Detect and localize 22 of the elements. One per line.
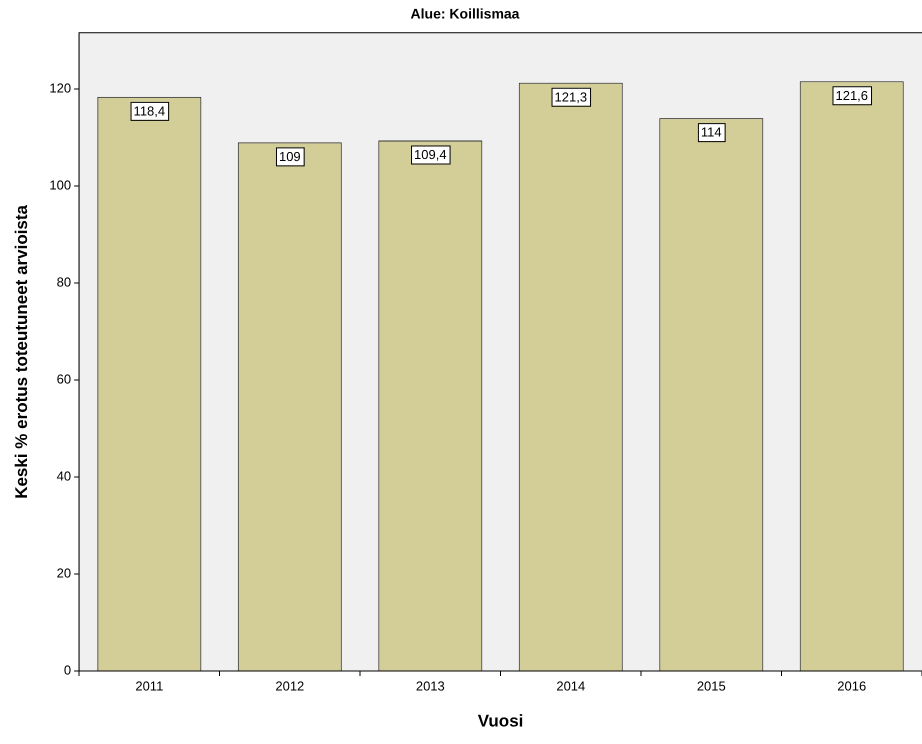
y-tick-label: 100 <box>49 178 72 193</box>
x-tick-label: 2016 <box>837 678 866 694</box>
x-tick-label: 2013 <box>416 678 445 694</box>
y-tick-label: 0 <box>64 662 72 678</box>
data-label: 114 <box>700 124 722 140</box>
x-tick-label: 2015 <box>696 678 726 694</box>
y-tick-label: 20 <box>56 566 72 581</box>
data-label: 121,6 <box>835 88 868 103</box>
x-tick-label: 2011 <box>135 678 164 694</box>
y-tick-label: 80 <box>56 274 72 290</box>
data-label: 121,3 <box>554 89 588 104</box>
chart-title: Alue: Koillismaa <box>410 5 520 22</box>
data-label: 118,4 <box>134 103 166 118</box>
x-tick-label: 2014 <box>556 678 586 694</box>
y-tick-label: 120 <box>49 80 72 96</box>
x-tick-label: 2012 <box>275 678 304 694</box>
y-tick-label: 40 <box>56 468 72 484</box>
data-label: 109 <box>278 148 301 164</box>
y-axis-title: Keski % erotus toteutuneet arvioista <box>12 204 31 499</box>
data-label: 109,4 <box>414 147 447 162</box>
x-axis-title: Vuosi <box>478 711 524 730</box>
y-tick-label: 60 <box>56 372 72 387</box>
